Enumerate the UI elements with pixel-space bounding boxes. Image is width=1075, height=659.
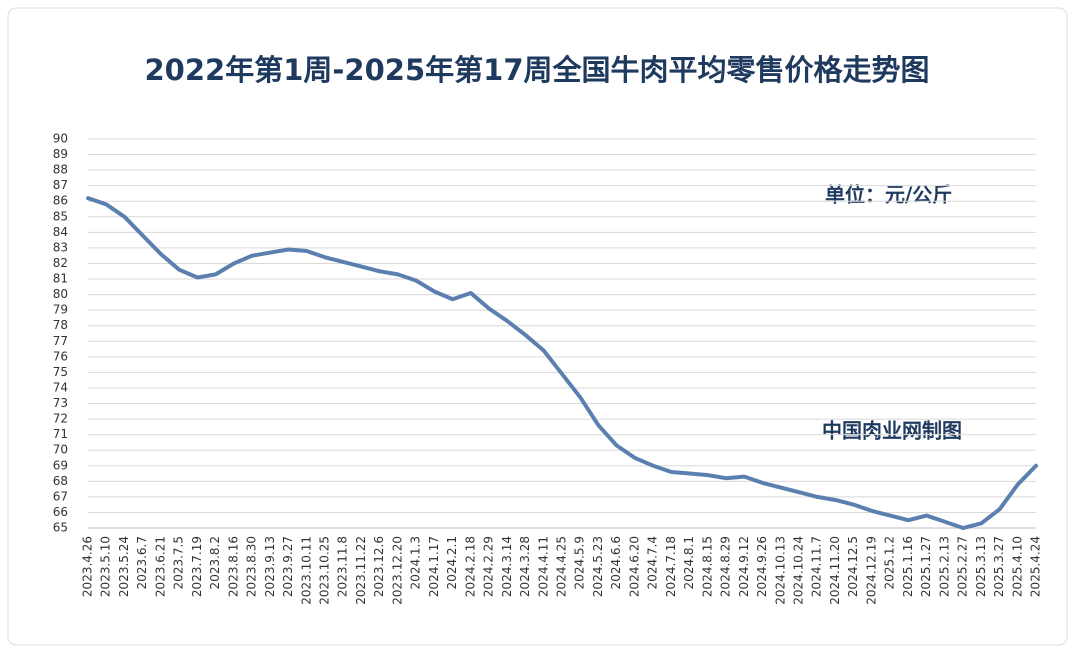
y-tick-label: 82 <box>53 256 68 270</box>
x-tick-label: 2024.6.20 <box>627 536 641 597</box>
x-tick-label: 2023.5.10 <box>99 536 113 597</box>
y-tick-label: 72 <box>53 412 68 426</box>
y-tick-label: 65 <box>53 521 68 535</box>
y-tick-label: 86 <box>53 194 68 208</box>
x-tick-label: 2025.3.27 <box>992 536 1006 597</box>
x-tick-label: 2025.2.13 <box>937 536 951 597</box>
x-tick-label: 2024.7.4 <box>646 536 660 589</box>
x-tick-label: 2023.8.2 <box>208 536 222 589</box>
y-tick-label: 88 <box>53 163 68 177</box>
x-tick-label: 2024.9.26 <box>755 536 769 597</box>
y-tick-label: 76 <box>53 349 68 363</box>
x-tick-label: 2024.4.25 <box>555 536 569 597</box>
y-tick-label: 81 <box>53 272 68 286</box>
x-tick-label: 2023.12.6 <box>372 536 386 597</box>
x-tick-label: 2023.4.26 <box>81 536 95 597</box>
x-tick-label: 2024.11.7 <box>810 536 824 597</box>
x-tick-label: 2023.8.30 <box>245 536 259 597</box>
x-tick-label: 2024.8.15 <box>700 536 714 597</box>
price-line <box>86 196 1038 530</box>
y-tick-label: 71 <box>53 427 68 441</box>
y-tick-label: 78 <box>53 318 68 332</box>
x-tick-label: 2023.9.13 <box>263 536 277 597</box>
x-tick-label: 2025.4.10 <box>1010 536 1024 597</box>
y-tick-label: 87 <box>53 178 68 192</box>
x-tick-label: 2024.1.3 <box>409 536 423 589</box>
y-tick-label: 84 <box>53 225 68 239</box>
y-tick-label: 75 <box>53 365 68 379</box>
y-tick-label: 83 <box>53 240 68 254</box>
x-tick-label: 2023.10.11 <box>299 536 313 605</box>
x-tick-label: 2023.10.25 <box>318 536 332 605</box>
y-tick-label: 74 <box>53 380 68 394</box>
y-tick-label: 69 <box>53 458 68 472</box>
chart-title: 2022年第1周-2025年第17周全国牛肉平均零售价格走势图 <box>145 53 930 87</box>
x-tick-label: 2025.2.27 <box>956 536 970 597</box>
x-tick-label: 2024.10.24 <box>792 536 806 605</box>
x-tick-label: 2023.8.16 <box>226 536 240 597</box>
y-tick-label: 80 <box>53 287 68 301</box>
x-tick-label: 2024.5.9 <box>573 536 587 589</box>
x-tick-label: 2023.6.7 <box>135 536 149 589</box>
y-tick-label: 90 <box>53 132 68 146</box>
card <box>7 7 1068 646</box>
y-tick-label: 89 <box>53 147 68 161</box>
y-tick-label: 77 <box>53 334 68 348</box>
y-tick-label: 70 <box>53 443 68 457</box>
x-tick-label: 2024.7.18 <box>664 536 678 597</box>
y-tick-label: 68 <box>53 474 68 488</box>
x-tick-label: 2024.5.23 <box>591 536 605 597</box>
x-tick-label: 2024.3.28 <box>518 536 532 597</box>
x-tick-label: 2023.9.27 <box>281 536 295 597</box>
x-tick-label: 2023.7.5 <box>172 536 186 589</box>
y-tick-label: 79 <box>53 303 68 317</box>
y-tick-label: 67 <box>53 489 68 503</box>
x-tick-label: 2024.2.1 <box>445 536 459 589</box>
x-tick-label: 2024.4.11 <box>536 536 550 597</box>
x-tick-label: 2025.1.2 <box>883 536 897 589</box>
x-tick-label: 2023.7.19 <box>190 536 204 597</box>
x-tick-label: 2024.8.1 <box>682 536 696 589</box>
x-tick-label: 2023.11.8 <box>336 536 350 597</box>
unit-label: 单位：元/公斤 <box>825 183 952 207</box>
x-tick-label: 2024.1.17 <box>427 536 441 597</box>
y-tick-label: 85 <box>53 209 68 223</box>
x-tick-label: 2025.1.27 <box>919 536 933 597</box>
x-tick-label: 2024.12.19 <box>864 536 878 605</box>
x-tick-label: 2023.12.20 <box>390 536 404 605</box>
x-tick-label: 2024.2.18 <box>463 536 477 597</box>
y-tick-label: 73 <box>53 396 68 410</box>
x-tick-label: 2023.11.22 <box>354 536 368 605</box>
x-tick-label: 2025.1.16 <box>901 536 915 597</box>
x-tick-label: 2024.9.12 <box>737 536 751 597</box>
x-tick-label: 2024.11.20 <box>828 536 842 605</box>
x-tick-label: 2024.2.29 <box>482 536 496 597</box>
x-tick-label: 2025.3.13 <box>974 536 988 597</box>
x-tick-label: 2024.3.14 <box>500 536 514 597</box>
x-tick-label: 2024.8.29 <box>719 536 733 597</box>
x-tick-label: 2024.10.13 <box>773 536 787 605</box>
x-tick-label: 2025.4.24 <box>1029 536 1043 597</box>
x-tick-label: 2024.6.6 <box>609 536 623 589</box>
y-tick-label: 66 <box>53 505 68 519</box>
x-tick-label: 2023.6.21 <box>153 536 167 597</box>
x-tick-label: 2023.5.24 <box>117 536 131 597</box>
source-label: 中国肉业网制图 <box>822 419 962 443</box>
x-tick-label: 2024.12.5 <box>846 536 860 597</box>
